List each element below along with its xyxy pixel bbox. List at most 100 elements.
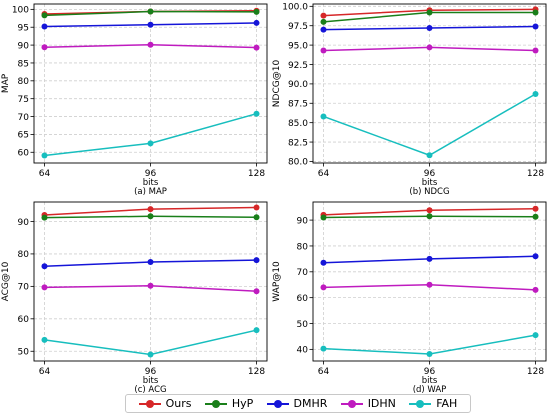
y-tick-label: 100.0 (282, 3, 308, 13)
data-point-dmhr (147, 21, 154, 28)
data-point-fah (426, 351, 433, 358)
data-point-idhn (253, 44, 260, 51)
panel-caption: (d) WAP (413, 385, 447, 395)
legend-item-fah: FAH (409, 397, 457, 410)
data-point-idhn (147, 41, 154, 48)
y-tick-label: 80 (18, 250, 30, 260)
x-axis-label: bits (422, 178, 438, 188)
y-tick-label: 75 (18, 95, 29, 105)
chart-panel-b: 80.0 82.5 85.0 87.5 90.0 92.5 95.0 97.5 100.0 64 9… (272, 3, 547, 197)
data-point-dmhr (532, 253, 539, 260)
data-point-idhn (41, 44, 48, 51)
legend-item-dmhr: DMHR (266, 397, 327, 410)
y-tick-label: 80.0 (288, 158, 308, 168)
data-point-hyp (532, 213, 539, 220)
series-dmhr (41, 19, 260, 30)
data-point-fah (147, 140, 154, 147)
x-tick-label: 96 (145, 367, 157, 377)
legend-item-ours: Ours (138, 397, 192, 410)
data-point-hyp (426, 213, 433, 220)
series-dmhr (41, 257, 260, 270)
data-point-ours (147, 206, 154, 213)
data-point-dmhr (320, 259, 327, 266)
data-point-fah (41, 152, 48, 159)
y-tick-label: 92.5 (288, 61, 308, 71)
data-point-hyp (147, 213, 154, 220)
legend-label-ours: Ours (165, 397, 192, 410)
data-point-hyp (320, 18, 327, 25)
data-point-dmhr (426, 255, 433, 262)
y-tick-label: 70 (18, 283, 30, 293)
y-tick-label: 95 (18, 24, 29, 34)
data-point-hyp (426, 9, 433, 16)
series-hyp (41, 8, 260, 19)
series-fah (320, 90, 539, 159)
x-tick-label: 64 (318, 169, 330, 179)
y-tick-label: 60 (18, 149, 30, 159)
x-tick-label: 96 (424, 169, 436, 179)
chart-panel-a: 60 65 70 75 80 85 90 95 100 64 96 128 bits(a) MAP MAP (1, 3, 268, 197)
y-tick-label: 90 (18, 41, 30, 51)
y-tick-label: 65 (18, 131, 29, 141)
data-point-idhn (532, 286, 539, 293)
data-point-dmhr (41, 263, 48, 270)
data-point-hyp (41, 214, 48, 221)
x-tick-label: 96 (145, 169, 157, 179)
series-idhn (41, 41, 260, 51)
y-tick-label: 80 (18, 77, 30, 87)
series-idhn (320, 281, 539, 293)
y-tick-label: 90.0 (288, 80, 308, 90)
series-dmhr (320, 23, 539, 33)
plot-frame (33, 3, 268, 164)
x-tick-label: 128 (527, 169, 544, 179)
data-point-dmhr (532, 23, 539, 30)
x-axis-label: bits (143, 376, 159, 386)
legend-label-idhn: IDHN (367, 397, 396, 410)
legend-swatch-hyp (204, 399, 227, 409)
data-point-idhn (253, 288, 260, 295)
x-axis-label: bits (143, 178, 159, 188)
data-point-fah (532, 90, 539, 97)
data-point-idhn (426, 281, 433, 288)
y-tick-label: 60 (297, 294, 309, 304)
data-point-fah (253, 110, 260, 117)
x-tick-label: 64 (39, 169, 51, 179)
y-tick-label: 95.0 (288, 41, 308, 51)
data-point-dmhr (41, 23, 48, 30)
data-point-hyp (532, 9, 539, 16)
y-axis-label: MAP (1, 73, 11, 93)
y-tick-label: 70 (18, 113, 30, 123)
legend-swatch-dmhr (266, 399, 289, 409)
legend-swatch-idhn (340, 399, 363, 409)
y-tick-label: 80 (297, 242, 309, 252)
data-point-fah (253, 327, 260, 334)
plot-frame (312, 201, 547, 362)
y-tick-label: 50 (297, 320, 309, 330)
x-tick-label: 96 (424, 367, 436, 377)
data-point-fah (532, 332, 539, 339)
legend-item-hyp: HyP (204, 397, 254, 410)
series-hyp (320, 213, 539, 221)
data-point-ours (253, 204, 260, 211)
series-idhn (320, 44, 539, 54)
data-point-dmhr (426, 25, 433, 32)
data-point-idhn (320, 284, 327, 291)
series-fah (320, 332, 539, 358)
data-point-dmhr (320, 26, 327, 33)
y-axis-label: NDCG@10 (272, 60, 282, 108)
data-point-ours (426, 207, 433, 214)
data-point-hyp (253, 8, 260, 15)
plot-frame (33, 201, 268, 362)
legend-swatch-ours (138, 399, 161, 409)
y-axis-label: WAP@10 (272, 261, 282, 302)
x-tick-label: 128 (248, 169, 265, 179)
x-axis-label: bits (422, 376, 438, 386)
y-tick-label: 70 (297, 268, 309, 278)
chart-panel-d: 40 50 60 70 80 90 64 96 128 bits(d) WAP WAP@10 (272, 201, 547, 395)
y-tick-label: 90 (297, 216, 309, 226)
y-tick-label: 85.0 (288, 119, 308, 129)
data-point-idhn (41, 284, 48, 291)
legend-label-hyp: HyP (231, 397, 254, 410)
y-tick-label: 87.5 (288, 100, 308, 110)
data-point-ours (532, 205, 539, 212)
